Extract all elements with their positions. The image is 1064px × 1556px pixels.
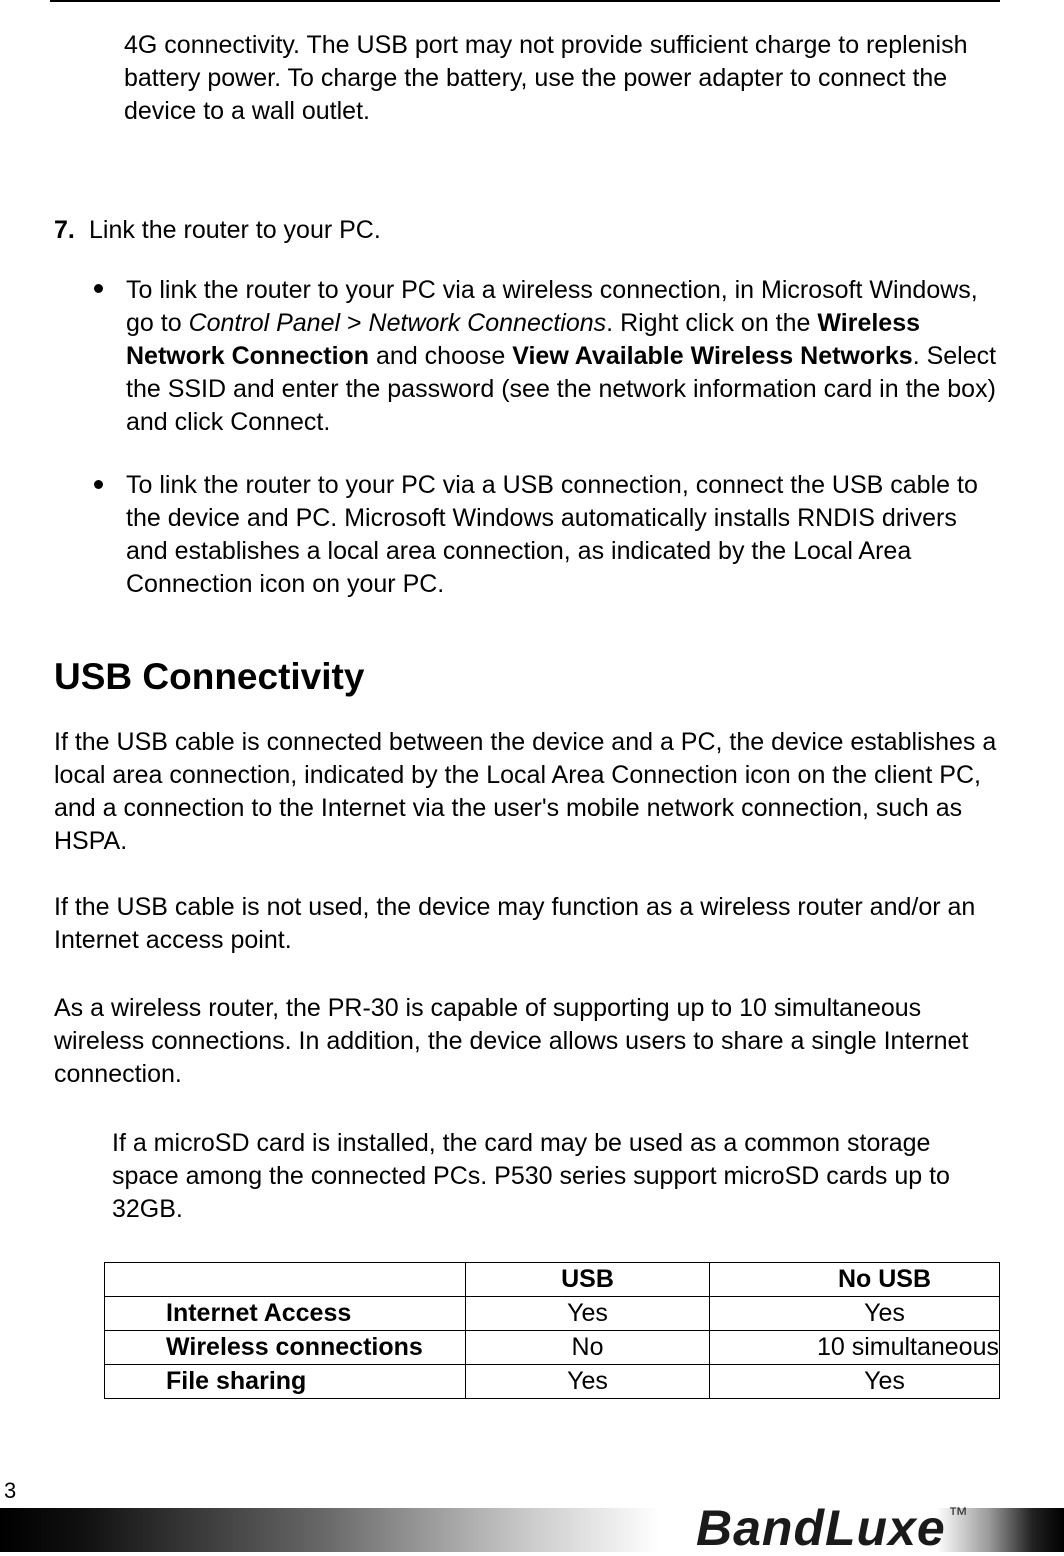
table-cell: 10 simultaneous bbox=[709, 1330, 1000, 1365]
step-number: 7. bbox=[54, 216, 75, 244]
table-cell bbox=[104, 1262, 466, 1297]
table-cell: Yes bbox=[465, 1364, 710, 1399]
page-number: 3 bbox=[4, 1478, 17, 1503]
footer-bar bbox=[0, 1508, 1064, 1552]
text-run: Network Connections bbox=[368, 309, 607, 337]
paragraph: If the USB cable is not used, the device… bbox=[54, 893, 976, 954]
table-cell: Internet Access bbox=[104, 1296, 466, 1331]
table-cell: No bbox=[465, 1330, 710, 1365]
table-cell: Yes bbox=[465, 1296, 710, 1331]
heading: USB Connectivity bbox=[54, 656, 365, 697]
logo: BandLuxe bbox=[696, 1500, 946, 1556]
text-run: Wireless Network Connection bbox=[126, 309, 921, 370]
text-run: Control Panel bbox=[188, 309, 341, 337]
text-run: View Available Wireless Networks bbox=[512, 342, 913, 370]
bullet: To link the router to your PC via a wire… bbox=[126, 274, 1001, 439]
table-header-cell: USB bbox=[465, 1262, 710, 1297]
step-text: Link the router to your PC. bbox=[89, 216, 381, 244]
table-cell: File sharing bbox=[104, 1364, 466, 1399]
paragraph: If the USB cable is connected between th… bbox=[54, 728, 997, 855]
table-row: Internet Access Yes Yes bbox=[104, 1296, 1000, 1331]
note: If a microSD card is installed, the card… bbox=[112, 1129, 950, 1223]
table: USB No USB Internet Access Yes Yes Wireless… bbox=[104, 1262, 1000, 1399]
text-run: To link the router to your PC via a USB … bbox=[126, 471, 978, 598]
table-header: USB No USB bbox=[104, 1262, 1000, 1297]
table-cell: Yes bbox=[709, 1364, 1000, 1399]
text-run: and choose bbox=[369, 342, 513, 370]
paragraph: As a wireless router, the PR-30 is capab… bbox=[54, 994, 969, 1088]
table-cell: Yes bbox=[709, 1296, 1000, 1331]
trademark: ™ bbox=[948, 1504, 968, 1526]
table-row: Wireless connections No 10 simultaneous bbox=[104, 1330, 1000, 1365]
table-cell: Wireless connections bbox=[104, 1330, 466, 1365]
table-header-cell: No USB bbox=[709, 1262, 1000, 1297]
bullet: To link the router to your PC via a USB … bbox=[126, 469, 996, 601]
text-run: > bbox=[340, 309, 369, 337]
text-run: To link the router to your PC via a wire… bbox=[126, 276, 978, 337]
text-run: . Select the SSID and enter the password… bbox=[126, 342, 997, 436]
text-run: . Right click on the bbox=[606, 309, 818, 337]
bullet-dot bbox=[94, 284, 103, 293]
top-rule bbox=[50, 0, 1000, 2]
intro: 4G connectivity. The USB port may not pr… bbox=[124, 31, 968, 125]
table-row: File sharing Yes Yes bbox=[104, 1364, 1000, 1399]
bullet-dot bbox=[94, 480, 103, 489]
